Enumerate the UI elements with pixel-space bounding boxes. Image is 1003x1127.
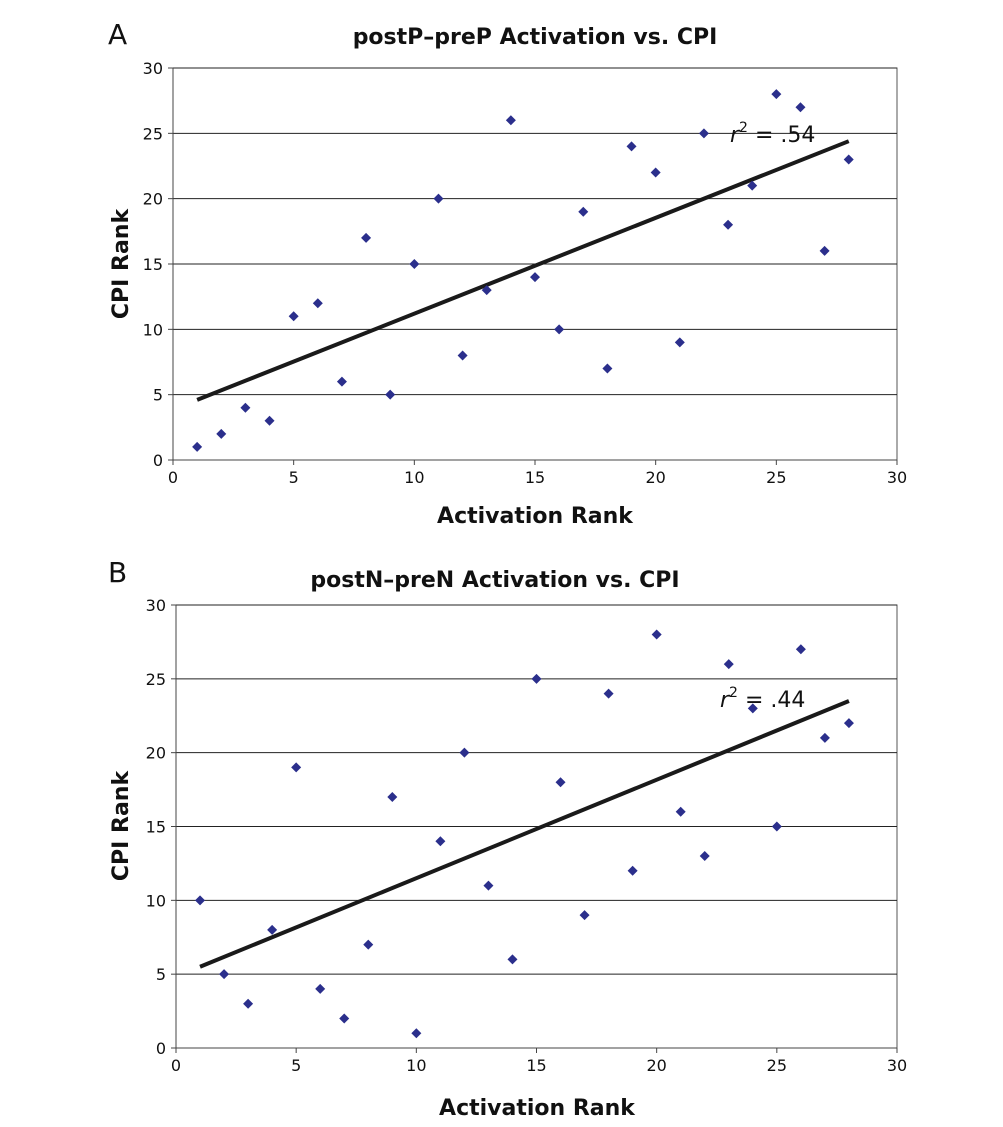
data-point xyxy=(650,167,661,178)
data-point xyxy=(483,880,494,891)
data-point xyxy=(626,141,637,152)
y-tick-label: 15 xyxy=(146,818,166,837)
r-squared-label: r2 = .54 xyxy=(730,120,815,148)
y-tick-label: 30 xyxy=(146,596,166,615)
y-axis-label: CPI Rank xyxy=(109,770,134,882)
data-point xyxy=(288,311,299,322)
data-point xyxy=(674,337,685,348)
data-point xyxy=(675,806,686,817)
y-tick-label: 20 xyxy=(143,190,163,209)
trend-line xyxy=(196,139,850,402)
y-tick-label: 5 xyxy=(156,965,166,984)
chart-title: postN–preN Activation vs. CPI xyxy=(310,568,679,593)
data-point xyxy=(723,219,734,230)
x-tick-label: 15 xyxy=(526,1056,546,1075)
x-tick-label: 25 xyxy=(767,1056,787,1075)
y-tick-label: 25 xyxy=(143,124,163,143)
data-point xyxy=(240,402,251,413)
y-tick-label: 25 xyxy=(146,670,166,689)
y-tick-label: 10 xyxy=(143,320,163,339)
y-axis-label: CPI Rank xyxy=(109,208,134,320)
x-axis-label: Activation Rank xyxy=(437,504,634,529)
data-point xyxy=(699,851,710,862)
data-point xyxy=(578,206,589,217)
data-point xyxy=(530,272,540,283)
x-tick-label: 0 xyxy=(171,1056,181,1075)
data-point xyxy=(579,910,590,921)
x-tick-label: 20 xyxy=(645,468,665,487)
panel-letter: B xyxy=(108,560,127,589)
x-tick-label: 15 xyxy=(525,468,545,487)
data-point xyxy=(843,154,854,165)
data-point xyxy=(267,924,278,935)
data-point xyxy=(603,688,614,699)
x-tick-label: 30 xyxy=(887,468,907,487)
data-point xyxy=(698,128,709,139)
x-tick-label: 30 xyxy=(887,1056,907,1075)
data-point xyxy=(651,629,662,640)
data-point xyxy=(481,285,492,296)
data-point xyxy=(627,865,638,876)
data-point xyxy=(435,836,446,847)
x-tick-label: 20 xyxy=(646,1056,666,1075)
x-tick-label: 0 xyxy=(168,468,178,487)
data-point xyxy=(264,415,275,426)
data-point xyxy=(387,791,398,802)
data-point xyxy=(795,644,806,655)
data-point xyxy=(507,954,518,965)
data-point xyxy=(747,703,758,714)
data-point xyxy=(433,193,444,204)
data-point xyxy=(219,969,230,980)
y-tick-label: 15 xyxy=(143,255,163,274)
data-point xyxy=(795,102,806,113)
data-point xyxy=(312,298,323,309)
y-tick-label: 20 xyxy=(146,744,166,763)
x-tick-label: 25 xyxy=(766,468,786,487)
x-tick-label: 5 xyxy=(291,1056,301,1075)
y-tick-label: 5 xyxy=(153,386,163,405)
panel-letter: A xyxy=(108,18,127,51)
data-point xyxy=(291,762,302,773)
r-squared-label: r2 = .44 xyxy=(720,685,805,713)
data-point xyxy=(723,659,734,670)
data-point xyxy=(385,389,396,400)
data-point xyxy=(315,983,326,994)
data-point xyxy=(361,232,372,243)
data-point xyxy=(192,441,203,452)
chart-title: postP–preP Activation vs. CPI xyxy=(353,25,718,50)
y-tick-label: 0 xyxy=(153,451,163,470)
data-point xyxy=(409,259,420,269)
data-point xyxy=(555,777,566,788)
y-tick-label: 10 xyxy=(146,891,166,910)
data-point xyxy=(843,718,854,729)
data-point xyxy=(411,1028,422,1039)
data-point xyxy=(216,428,227,439)
data-point xyxy=(336,376,347,387)
data-point xyxy=(505,115,516,126)
data-point xyxy=(459,747,470,758)
x-tick-label: 5 xyxy=(289,468,299,487)
x-axis-label: Activation Rank xyxy=(439,1096,636,1121)
x-tick-label: 10 xyxy=(404,468,424,487)
data-point xyxy=(602,363,613,374)
data-point xyxy=(457,350,468,361)
x-tick-label: 10 xyxy=(406,1056,426,1075)
data-point xyxy=(243,998,254,1009)
data-point xyxy=(195,895,206,906)
data-point xyxy=(363,939,374,950)
trend-line xyxy=(199,699,850,969)
data-point xyxy=(819,245,830,256)
data-point xyxy=(554,324,565,335)
data-point xyxy=(771,89,782,100)
data-point xyxy=(747,180,758,191)
data-point xyxy=(819,732,830,743)
y-tick-label: 0 xyxy=(156,1039,166,1058)
y-tick-label: 30 xyxy=(143,59,163,78)
data-point xyxy=(339,1013,350,1024)
data-point xyxy=(771,821,782,832)
data-point xyxy=(531,673,542,684)
